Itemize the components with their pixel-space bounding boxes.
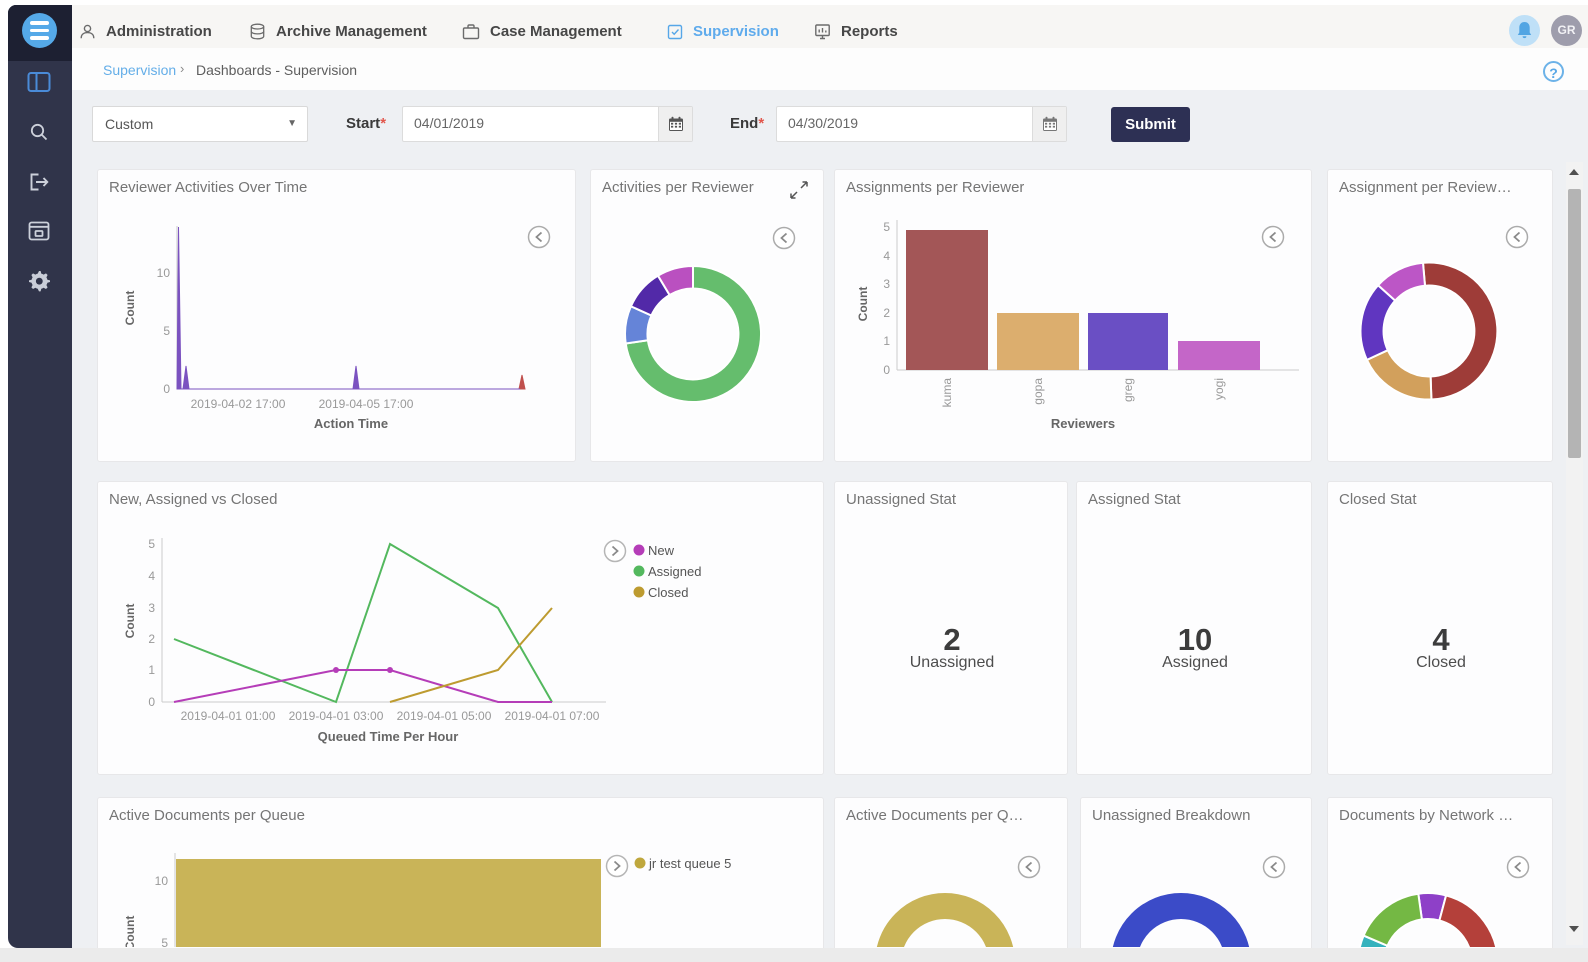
svg-text:4: 4: [883, 249, 890, 263]
svg-text:0: 0: [148, 695, 155, 709]
svg-text:4: 4: [148, 569, 155, 583]
svg-text:Assigned: Assigned: [648, 564, 701, 579]
svg-text:yogi: yogi: [1212, 378, 1226, 400]
svg-text:0: 0: [883, 363, 890, 377]
svg-text:2: 2: [148, 632, 155, 646]
svg-text:Count: Count: [123, 604, 137, 639]
svg-text:1: 1: [148, 663, 155, 677]
svg-text:Reviewers: Reviewers: [1051, 416, 1115, 431]
svg-text:New: New: [648, 543, 675, 558]
svg-text:gopa: gopa: [1031, 378, 1045, 405]
svg-text:Closed: Closed: [648, 585, 688, 600]
svg-text:2019-04-01 03:00: 2019-04-01 03:00: [289, 709, 384, 723]
svg-text:2: 2: [883, 306, 890, 320]
svg-text:1: 1: [883, 334, 890, 348]
svg-text:kuma: kuma: [940, 378, 954, 408]
svg-text:5: 5: [883, 220, 890, 234]
svg-text:Queued Time Per Hour: Queued Time Per Hour: [318, 729, 459, 744]
svg-text:2019-04-01 01:00: 2019-04-01 01:00: [181, 709, 276, 723]
svg-text:2019-04-02 17:00: 2019-04-02 17:00: [191, 397, 286, 411]
svg-text:2019-04-05 17:00: 2019-04-05 17:00: [319, 397, 414, 411]
svg-text:Count: Count: [123, 916, 137, 947]
svg-text:10: 10: [155, 874, 169, 888]
svg-text:2019-04-01 07:00: 2019-04-01 07:00: [505, 709, 600, 723]
svg-text:3: 3: [148, 601, 155, 615]
svg-text:Count: Count: [123, 291, 137, 326]
svg-text:Count: Count: [856, 287, 870, 322]
svg-text:2019-04-01 05:00: 2019-04-01 05:00: [397, 709, 492, 723]
svg-text:greg: greg: [1121, 378, 1135, 402]
svg-text:5: 5: [161, 936, 168, 947]
svg-text:5: 5: [148, 537, 155, 551]
svg-text:Action Time: Action Time: [314, 416, 388, 431]
svg-text:jr test queue 5: jr test queue 5: [648, 856, 731, 871]
svg-text:0: 0: [163, 382, 170, 396]
svg-text:3: 3: [883, 277, 890, 291]
svg-text:5: 5: [163, 324, 170, 338]
svg-text:10: 10: [157, 266, 171, 280]
